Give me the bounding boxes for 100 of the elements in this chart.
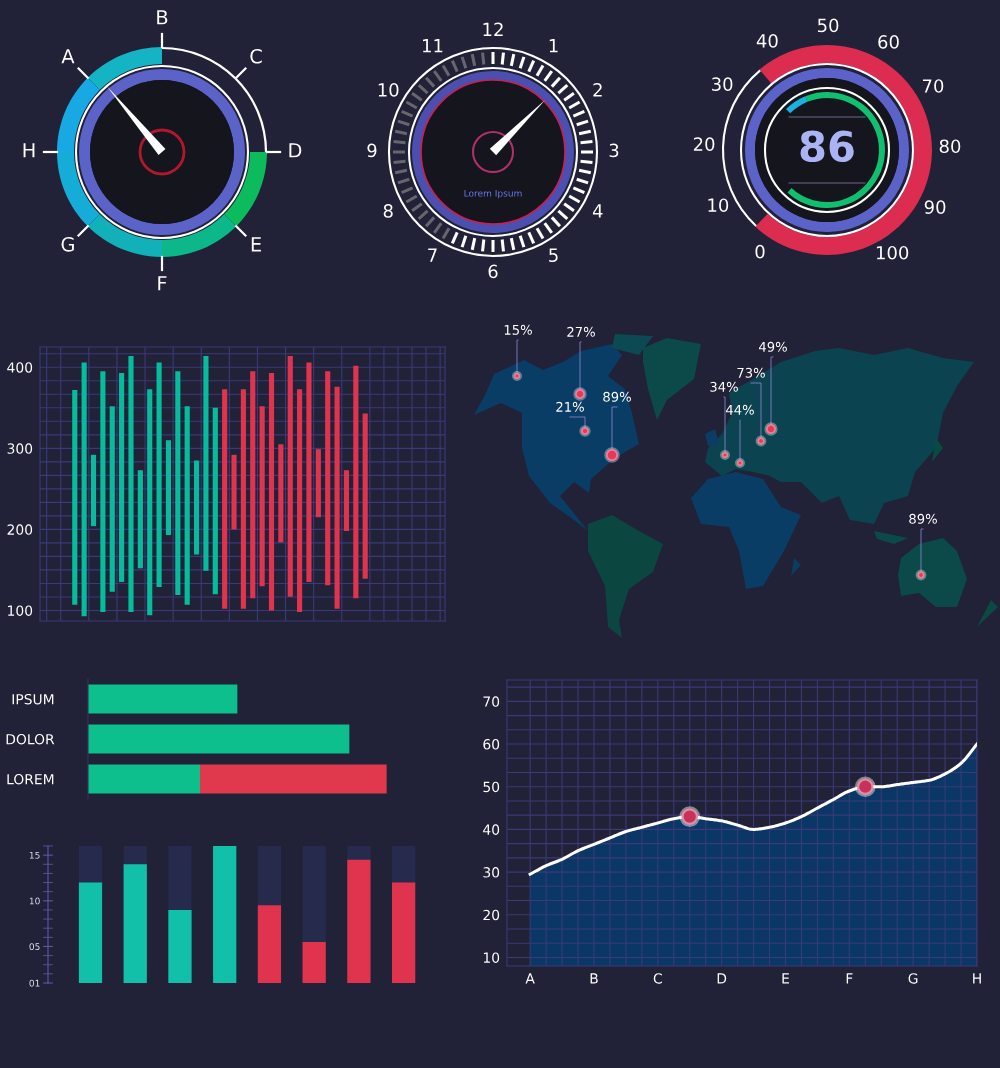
text: 27% bbox=[567, 326, 595, 337]
bar bbox=[200, 764, 387, 794]
text: 21% bbox=[556, 401, 584, 412]
bar bbox=[100, 371, 106, 613]
bar bbox=[212, 407, 218, 595]
y-tick-label: 10 bbox=[483, 952, 500, 963]
y-tick-label: 100 bbox=[8, 605, 33, 616]
y-tick-label: IPSUM bbox=[12, 693, 54, 705]
y-tick-label: 10 bbox=[29, 897, 40, 905]
category-label: F bbox=[158, 276, 167, 291]
y-tick-label: 01 bbox=[29, 979, 40, 987]
category-label: 4 bbox=[592, 204, 603, 218]
y-tick-label: 40 bbox=[483, 824, 500, 835]
bar bbox=[278, 444, 284, 543]
bar bbox=[259, 406, 265, 587]
x-tick-label: E bbox=[782, 973, 789, 984]
category-label: 8 bbox=[383, 204, 393, 218]
bar bbox=[362, 413, 368, 579]
category-label: 7 bbox=[428, 248, 437, 262]
y-tick-label: 05 bbox=[29, 943, 40, 951]
text: 44% bbox=[725, 404, 754, 415]
text: 73% bbox=[737, 367, 765, 378]
bar bbox=[325, 371, 331, 586]
bar bbox=[240, 389, 246, 609]
bar bbox=[231, 454, 237, 530]
category-label: 80 bbox=[939, 139, 961, 154]
bar bbox=[109, 406, 115, 592]
bar bbox=[353, 365, 359, 599]
category-label: H bbox=[23, 143, 35, 158]
category-label: G bbox=[61, 236, 74, 252]
text: 86 bbox=[800, 130, 854, 163]
y-tick-label: 70 bbox=[483, 696, 500, 707]
bar bbox=[250, 371, 256, 599]
text: 34% bbox=[710, 381, 738, 392]
category-label: 0 bbox=[755, 244, 765, 259]
x-tick-label: D bbox=[717, 973, 727, 984]
y-tick-label: 200 bbox=[7, 524, 33, 535]
category-label: 90 bbox=[924, 200, 946, 214]
bar bbox=[72, 389, 78, 605]
x-tick-label: A bbox=[525, 973, 535, 984]
category-label: 20 bbox=[693, 137, 715, 151]
category-label: 3 bbox=[609, 143, 619, 158]
x-tick-label: G bbox=[908, 973, 918, 984]
bar bbox=[268, 372, 275, 611]
category-label: C bbox=[250, 48, 262, 64]
y-tick-label: 20 bbox=[483, 909, 500, 921]
text: 89% bbox=[603, 391, 631, 402]
bar bbox=[137, 470, 143, 569]
text: Lorem Ipsum bbox=[464, 189, 522, 199]
bar bbox=[147, 389, 153, 616]
bar bbox=[119, 372, 125, 583]
category-label: 10 bbox=[708, 198, 729, 213]
category-label: 60 bbox=[878, 35, 899, 49]
bar bbox=[88, 684, 238, 714]
category-label: 6 bbox=[488, 264, 498, 279]
category-label: 70 bbox=[922, 79, 944, 93]
bar bbox=[90, 454, 97, 527]
text: 89% bbox=[909, 513, 937, 524]
bar bbox=[88, 724, 350, 754]
x-tick-label: H bbox=[973, 973, 981, 984]
y-tick-label: 50 bbox=[483, 781, 500, 793]
text: 15% bbox=[504, 324, 532, 335]
category-label: 1 bbox=[549, 39, 558, 53]
category-label: A bbox=[61, 49, 75, 64]
bar bbox=[203, 355, 209, 571]
bar bbox=[222, 389, 228, 609]
bar bbox=[88, 764, 200, 794]
category-label: 10 bbox=[378, 83, 399, 97]
bar bbox=[81, 362, 87, 617]
y-tick-label: 15 bbox=[29, 851, 40, 859]
bar bbox=[287, 355, 293, 597]
category-label: B bbox=[157, 10, 168, 25]
y-tick-label: 30 bbox=[483, 867, 500, 878]
y-tick-label: 300 bbox=[7, 443, 33, 454]
bar bbox=[175, 371, 181, 596]
bar bbox=[128, 355, 134, 613]
y-tick-label: 60 bbox=[483, 739, 500, 750]
category-label: D bbox=[289, 143, 302, 158]
bar bbox=[165, 440, 172, 536]
bar bbox=[315, 449, 321, 518]
x-tick-label: B bbox=[590, 973, 598, 984]
bar bbox=[193, 460, 200, 555]
category-label: 2 bbox=[593, 83, 602, 97]
text: 49% bbox=[758, 341, 787, 352]
bar bbox=[334, 386, 340, 609]
x-tick-label: F bbox=[846, 973, 853, 984]
y-tick-label: DOLOR bbox=[6, 733, 55, 745]
category-label: 5 bbox=[549, 248, 558, 263]
category-label: 40 bbox=[756, 34, 778, 48]
x-tick-label: C bbox=[653, 973, 662, 984]
category-label: 12 bbox=[483, 22, 503, 36]
category-label: 100 bbox=[876, 245, 909, 260]
category-label: 11 bbox=[423, 39, 443, 53]
bar bbox=[306, 362, 312, 583]
bar bbox=[297, 389, 303, 613]
category-label: 30 bbox=[712, 77, 733, 91]
category-label: 9 bbox=[367, 143, 377, 158]
category-label: E bbox=[251, 237, 261, 252]
bar bbox=[343, 470, 350, 532]
y-tick-label: 400 bbox=[7, 362, 33, 373]
